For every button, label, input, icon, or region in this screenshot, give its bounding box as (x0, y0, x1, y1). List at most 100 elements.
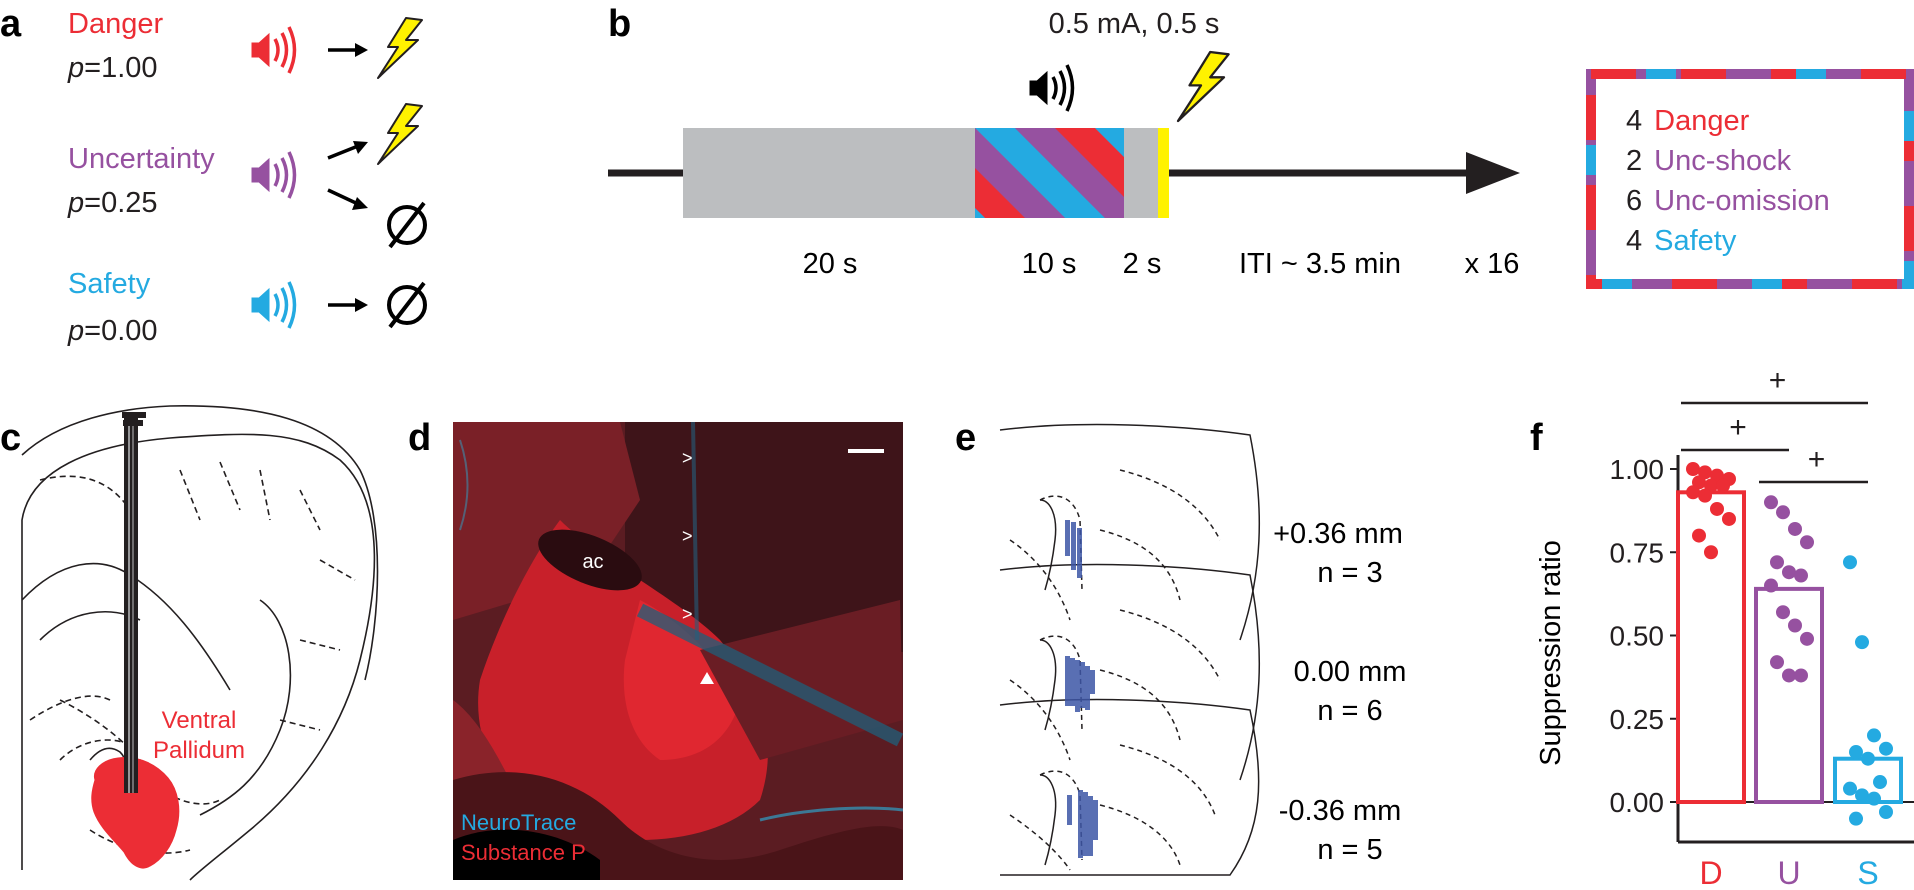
data-point (1764, 578, 1778, 593)
section-ap-label: 0.00 mm (1294, 656, 1407, 688)
x-tick-label: U (1777, 855, 1800, 890)
panel-b: b 0.5 mA, 0.5 s 20 s 10 s 2 s (608, 3, 1914, 289)
cue-safety-label: Safety (68, 268, 151, 300)
data-point (1849, 811, 1863, 826)
region-label-line-2: Pallidum (153, 737, 245, 764)
panel-f-bar-chart: f Suppression ratio 0.00 0.25 0.50 0.75 1.00… (1530, 364, 1914, 890)
data-point (1861, 751, 1875, 766)
data-point (1764, 495, 1778, 510)
speaker-icon-tone (1028, 63, 1075, 113)
trial-count-list: 4 Danger 2 Unc-shock 6 Unc-omission 4 Safety (1626, 105, 1830, 257)
chart-significance: + + + (1681, 364, 1868, 484)
section-n-label: n = 6 (1317, 695, 1382, 727)
y-tick-label: 0.50 (1610, 621, 1665, 652)
significance-marker: + (1808, 443, 1826, 476)
arrowhead-marker: > (682, 448, 693, 468)
arrow-icon (327, 141, 368, 210)
data-point (1770, 555, 1784, 570)
data-point (1704, 545, 1718, 560)
data-point (1686, 462, 1700, 476)
data-point (1855, 788, 1869, 803)
significance-marker: + (1729, 411, 1747, 444)
stain-label-neurotrace: NeuroTrace (461, 810, 576, 835)
section-ap-label: +0.36 mm (1273, 518, 1403, 550)
bar-U (1754, 586, 1824, 804)
trial-count-row: 2 Unc-shock (1626, 145, 1792, 177)
arrow-icon (328, 43, 368, 57)
panel-letter-c: c (0, 417, 21, 459)
scale-bar (848, 449, 884, 453)
panel-letter-e: e (955, 417, 976, 459)
data-point (1716, 478, 1730, 493)
data-point (1879, 741, 1893, 756)
x-tick-label: D (1699, 855, 1722, 890)
speaker-icon-safety (250, 280, 297, 330)
cue-safety-probability: p=0.00 (67, 315, 158, 347)
probe-placements (1065, 520, 1098, 858)
cue-danger-probability: p=1.00 (67, 52, 158, 84)
y-tick-label: 0.00 (1610, 787, 1665, 818)
y-axis-label: Suppression ratio (1535, 540, 1567, 766)
data-point (1788, 521, 1802, 536)
lightning-bolt-icon (1176, 50, 1230, 123)
section-n-label: n = 3 (1317, 557, 1382, 589)
panel-a: a Danger p=1.00 Uncertainty p=0.25 Safet… (0, 3, 427, 347)
data-point (1800, 631, 1814, 646)
data-point (1855, 635, 1869, 650)
data-point (1686, 485, 1700, 500)
data-point (1873, 775, 1887, 790)
speaker-icon-danger (250, 25, 297, 75)
panel-letter-a: a (0, 3, 22, 45)
y-tick-label: 1.00 (1610, 454, 1665, 485)
data-point (1867, 728, 1881, 743)
data-point (1843, 555, 1857, 570)
chart-points (1686, 462, 1893, 826)
epoch-label-tone: 10 s (1022, 248, 1077, 280)
trial-count-row: 4 Danger (1626, 105, 1750, 137)
histology-image (453, 422, 903, 880)
bar-D (1676, 490, 1746, 804)
lightning-bolt-icon (377, 103, 423, 165)
omission-icon (387, 201, 427, 249)
stain-label-substance-p: Substance P (461, 840, 586, 865)
data-point (1692, 528, 1706, 543)
data-point (1722, 511, 1736, 526)
panel-e: e (955, 417, 1407, 876)
panel-letter-f: f (1530, 417, 1543, 459)
data-point (1794, 568, 1808, 583)
shock-parameters-label: 0.5 mA, 0.5 s (1049, 8, 1220, 40)
data-point (1782, 668, 1796, 683)
lightning-bolt-icon (377, 17, 423, 79)
timeline-arrowhead (1466, 152, 1520, 194)
epoch-label-baseline: 20 s (803, 248, 858, 280)
data-point (1843, 781, 1857, 796)
y-tick-label: 0.25 (1610, 704, 1665, 735)
data-point (1770, 655, 1784, 670)
trial-count-box (1586, 69, 1914, 289)
arrowhead-marker: > (682, 526, 693, 546)
y-tick-label: 0.75 (1610, 537, 1665, 568)
coronal-atlas-outline (21, 405, 379, 881)
cue-uncertainty-probability: p=0.25 (67, 187, 158, 219)
cue-danger-label: Danger (68, 8, 163, 40)
atlas-sections (999, 423, 1261, 876)
data-point (1782, 565, 1796, 580)
x-tick-label: S (1857, 855, 1878, 890)
panel-letter-b: b (608, 3, 631, 45)
section-n-label: n = 5 (1317, 834, 1382, 866)
fiber-tip-marker (700, 672, 714, 684)
data-point (1879, 804, 1893, 819)
data-point (1776, 605, 1790, 620)
significance-marker: + (1769, 364, 1787, 397)
data-point (1776, 505, 1790, 520)
data-point (1867, 791, 1881, 806)
data-point (1849, 745, 1863, 760)
region-label-line-1: Ventral (162, 707, 237, 734)
arrow-icon (328, 298, 368, 312)
data-point (1788, 618, 1802, 633)
epoch-label-iti: ITI ~ 3.5 min (1239, 248, 1401, 280)
baseline-epoch (683, 128, 977, 218)
shock-epoch (1158, 128, 1169, 218)
trial-count-row: 6 Unc-omission (1626, 185, 1830, 217)
trial-count-row: 4 Safety (1626, 225, 1737, 257)
